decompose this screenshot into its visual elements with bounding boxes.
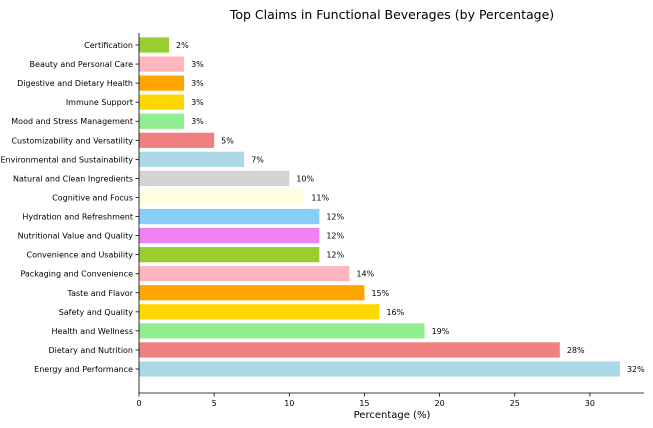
category-label: Dietary and Nutrition [48,346,133,355]
value-label: 5% [221,136,234,145]
category-label: Taste and Flavor [67,289,134,298]
bar-10 [139,170,290,187]
bar-1 [139,342,560,358]
category-label: Energy and Performance [34,365,133,374]
category-label: Environmental and Sustainability [0,155,133,164]
bar-4 [139,285,365,301]
category-label: Mood and Stress Management [11,117,133,126]
value-label: 3% [191,117,204,126]
x-tick-label: 30 [585,399,595,408]
category-label: Beauty and Personal Care [30,60,134,69]
x-tick-label: 0 [136,399,141,408]
bar-17 [139,37,170,53]
category-label: Natural and Clean Ingredients [13,174,133,183]
x-tick-label: 5 [212,399,217,408]
bar-6 [139,247,320,263]
value-label: 14% [356,270,374,279]
value-label: 12% [326,251,344,260]
value-label: 19% [432,327,450,336]
x-tick-label: 10 [284,399,294,408]
bar-3 [139,304,380,320]
value-label: 3% [191,79,204,88]
category-label: Nutritional Value and Quality [18,232,134,241]
value-label: 12% [326,232,344,241]
value-label: 15% [371,289,389,298]
x-tick-label: 20 [435,399,445,408]
value-label: 28% [567,346,585,355]
x-tick-label: 15 [359,399,369,408]
bar-13 [139,113,185,129]
category-label: Convenience and Usability [27,251,134,260]
bar-16 [139,56,185,72]
category-label: Hydration and Refreshment [22,213,133,222]
value-label: 3% [191,98,204,107]
bar-9 [139,189,305,206]
chart-title: Top Claims in Functional Beverages (by P… [229,7,554,22]
value-label: 7% [251,155,264,164]
value-label: 32% [627,365,645,374]
bar-5 [139,266,350,282]
bar-12 [139,132,215,148]
bars-group [139,37,620,377]
bar-14 [139,94,185,110]
value-label: 16% [386,308,404,317]
category-label: Customizability and Versatility [11,136,133,145]
bar-15 [139,75,185,91]
value-label: 3% [191,60,204,69]
bar-2 [139,323,425,339]
value-label: 11% [311,193,329,202]
category-labels: Energy and Performance Dietary and Nutrit… [0,41,139,374]
category-label: Health and Wellness [51,327,133,336]
category-label: Digestive and Dietary Health [17,79,133,88]
x-tick-label: 25 [510,399,520,408]
x-axis-ticks: 0 5 10 15 20 25 30 [136,393,595,408]
category-label: Immune Support [66,98,133,107]
value-label: 12% [326,213,344,222]
category-label: Safety and Quality [59,308,134,317]
bar-11 [139,151,245,167]
value-label: 10% [296,174,314,183]
bar-7 [139,227,320,244]
value-label: 2% [176,41,189,50]
bar-0 [139,361,620,377]
category-label: Packaging and Convenience [20,270,133,279]
category-label: Certification [84,41,133,50]
x-axis-label: Percentage (%) [354,410,431,421]
category-label: Cognitive and Focus [52,193,133,202]
bar-8 [139,208,320,225]
value-labels: 32% 28% 19% 16% 15% 14% 12% 12% 12% 11% 10% 7% 5% 3% 3… [176,41,645,374]
